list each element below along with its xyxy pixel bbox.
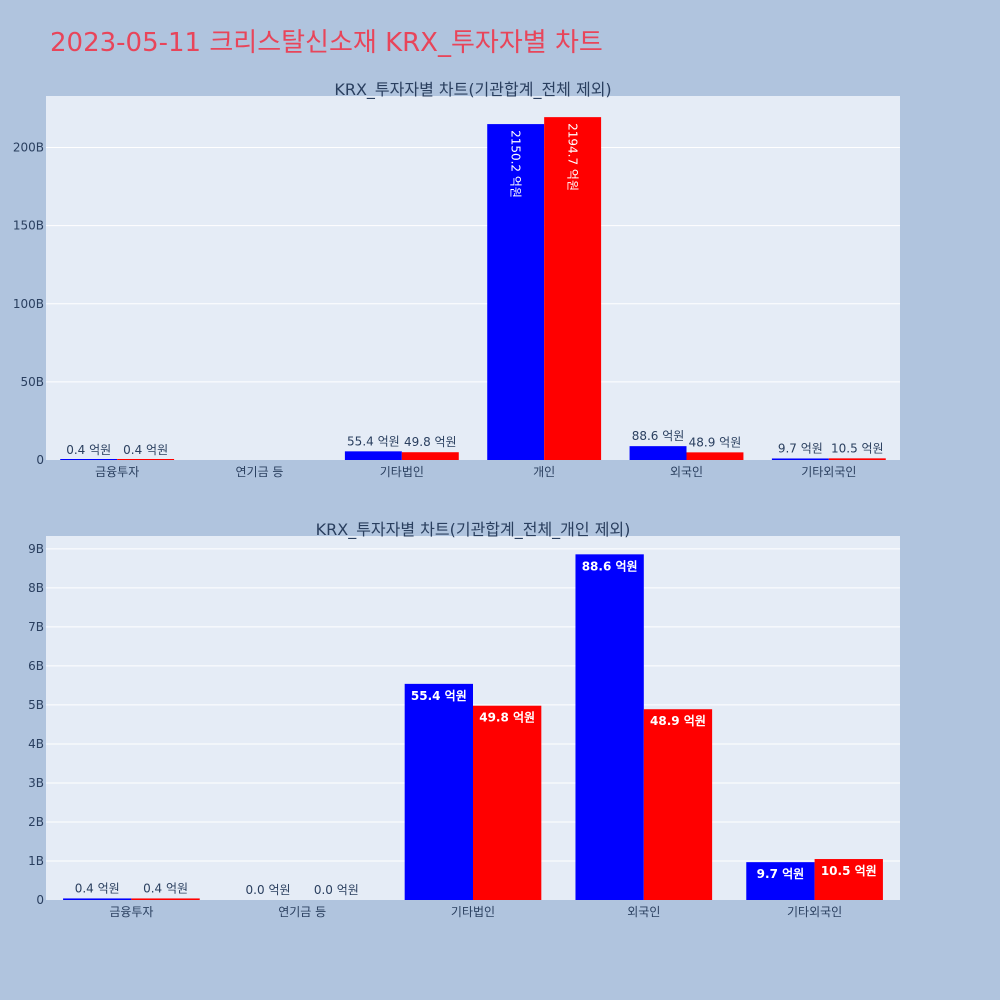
bar	[117, 459, 175, 460]
x-tick-label: 기타외국인	[801, 465, 856, 479]
x-tick-label: 연기금 등	[236, 465, 284, 479]
y-tick-label: 200B	[13, 141, 44, 155]
bar	[828, 458, 886, 460]
bar	[686, 452, 744, 460]
data-label: 55.4 억원	[347, 434, 400, 448]
data-label: 88.6 억원	[582, 559, 638, 573]
x-tick-label: 기타법인	[380, 465, 424, 479]
chart-title: KRX_투자자별 차트(기관합계_전체 제외)	[334, 80, 611, 100]
x-tick-label: 개인	[533, 465, 555, 479]
page-title: 2023-05-11 크리스탈신소재 KRX_투자자별 차트	[50, 28, 603, 58]
bar	[401, 452, 459, 460]
y-tick-label: 3B	[28, 776, 44, 790]
x-tick-label: 연기금 등	[278, 905, 326, 919]
data-label: 2150.2 억원	[509, 130, 523, 198]
y-tick-label: 150B	[13, 219, 44, 233]
chart-excluding-individuals: 0 1B 2B 3B 4B 5B 6B 7B 8B 9B KRX_투자자별 차트(기관합계_전체_개…	[28, 520, 900, 919]
data-label: 10.5 억원	[831, 441, 884, 455]
bar	[814, 859, 883, 900]
x-tick-label: 외국인	[670, 465, 703, 479]
y-tick-label: 2B	[28, 815, 44, 829]
bar	[575, 554, 644, 900]
x-tick-label: 외국인	[627, 905, 660, 919]
data-label: 49.8 억원	[404, 435, 457, 449]
y-tick-label: 8B	[28, 581, 44, 595]
x-tick-label: 기타외국인	[787, 905, 842, 919]
bar	[344, 451, 402, 460]
data-label: 9.7 억원	[778, 441, 823, 455]
y-tick-label: 5B	[28, 698, 44, 712]
data-label: 2194.7 억원	[566, 123, 580, 191]
data-label: 9.7 억원	[757, 867, 805, 881]
y-tick-label: 6B	[28, 659, 44, 673]
bar	[60, 459, 118, 460]
chart-all-investors: 0 50B 100B 150B 200B KRX_투자자별 차트(기관합계_전체 제외) 금…	[13, 80, 900, 479]
bar	[63, 898, 132, 900]
data-label: 55.4 억원	[411, 689, 467, 703]
bar	[404, 683, 473, 900]
y-tick-label: 9B	[28, 542, 44, 556]
bar	[746, 862, 815, 900]
data-label: 0.4 억원	[66, 443, 111, 457]
y-tick-label: 1B	[28, 854, 44, 868]
data-label: 0.4 억원	[143, 881, 188, 895]
bar	[643, 709, 713, 900]
bar	[771, 458, 829, 460]
bar	[131, 898, 200, 900]
data-label: 0.0 억원	[246, 883, 291, 897]
data-label: 48.9 억원	[650, 714, 706, 728]
x-tick-label: 금융투자	[95, 465, 139, 479]
y-tick-label: 0	[36, 893, 44, 907]
data-label: 88.6 억원	[632, 429, 685, 443]
y-tick-label: 4B	[28, 737, 44, 751]
x-tick-label: 기타법인	[451, 905, 495, 919]
bar	[629, 446, 687, 460]
data-label: 0.4 억원	[123, 443, 168, 457]
data-label: 49.8 억원	[479, 711, 535, 725]
data-label: 48.9 억원	[689, 435, 742, 449]
data-label: 0.4 억원	[75, 881, 120, 895]
bar	[544, 117, 602, 460]
chart-title: KRX_투자자별 차트(기관합계_전체_개인 제외)	[316, 520, 631, 540]
data-label: 0.0 억원	[314, 883, 359, 897]
y-tick-label: 7B	[28, 620, 44, 634]
plot-area	[46, 96, 900, 460]
y-tick-label: 0	[36, 453, 44, 467]
y-tick-label: 100B	[13, 297, 44, 311]
data-label: 10.5 억원	[821, 864, 877, 878]
bar	[473, 705, 542, 900]
bar	[487, 124, 545, 460]
y-tick-label: 50B	[20, 375, 44, 389]
x-tick-label: 금융투자	[109, 905, 153, 919]
